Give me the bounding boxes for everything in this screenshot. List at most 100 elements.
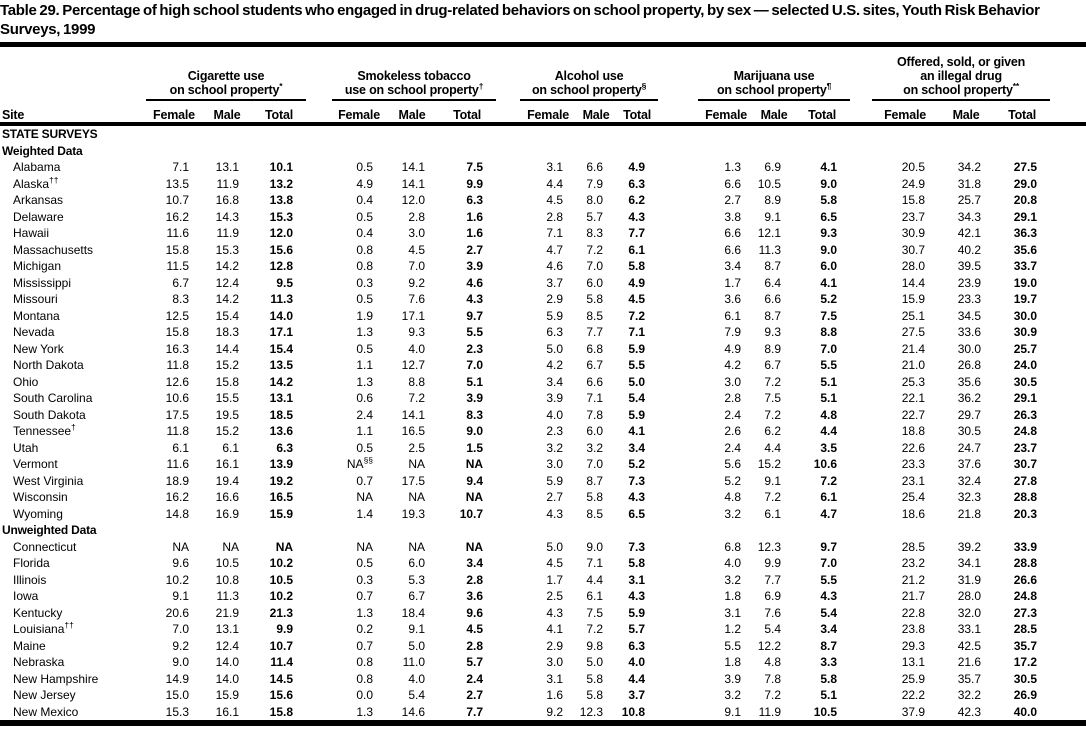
column-gap (658, 308, 698, 325)
column-gap (306, 192, 332, 209)
value-cell: 4.0 (408, 341, 426, 356)
value-cell: 24.8 (1013, 589, 1038, 603)
table-row: South Dakota 17.5 19.5 18.5 2.4 14.1 8.3 4.0 7.8… (0, 407, 1086, 424)
value-cell: 12.0 (401, 193, 426, 207)
value-cell: 24.9 (901, 176, 926, 191)
column-group-offered-sold-given-illegal-drug: Offered, sold, or given an illegal drug on… (872, 47, 1051, 101)
right-margin-spacer (1050, 473, 1086, 490)
value-cell: 8.5 (586, 506, 604, 521)
value-cell: 0.5 (356, 341, 374, 356)
column-gap (306, 159, 332, 176)
value-cell: 3.2 (724, 506, 742, 521)
value-cell: 34.2 (957, 160, 982, 174)
value-cell: 10.7 (165, 193, 189, 207)
site-name: North Dakota (13, 358, 84, 372)
value-cell: 15.8 (215, 374, 239, 389)
value-cell: 0.7 (356, 638, 374, 653)
column-gap (496, 390, 520, 407)
right-margin-spacer (1050, 654, 1086, 671)
value-cell: 6.0 (586, 424, 604, 438)
value-cell: 13.8 (269, 193, 294, 207)
value-cell: 21.8 (957, 506, 982, 521)
right-margin-spacer (1050, 390, 1086, 407)
value-cell: 14.1 (401, 176, 426, 191)
group-label-line: on school property** (903, 80, 1019, 97)
value-cell: 26.3 (1013, 407, 1038, 422)
table-row: Massachusetts 15.8 15.3 15.6 0.8 4.5 2.7 4.7 7.2… (0, 242, 1086, 259)
value-cell: 2.8 (724, 391, 742, 405)
column-gap (306, 258, 332, 275)
site-name: New Mexico (13, 704, 79, 719)
value-cell: 6.3 (628, 638, 646, 653)
value-cell: 15.6 (269, 242, 294, 257)
value-cell: 8.3 (586, 226, 604, 240)
value-cell: 7.7 (586, 325, 604, 339)
value-cell: 5.9 (546, 473, 564, 488)
value-cell: 6.6 (724, 242, 742, 257)
value-cell: 29.1 (1013, 391, 1038, 405)
value-cell: 2.4 (356, 407, 374, 422)
column-gap (496, 572, 520, 589)
value-cell: 5.5 (724, 638, 742, 653)
column-gap (850, 308, 872, 325)
site-name: Wisconsin (13, 490, 68, 504)
right-margin-spacer (1050, 100, 1086, 126)
right-margin-spacer (1050, 407, 1086, 424)
value-cell: 14.4 (901, 275, 926, 290)
value-cell: 12.2 (757, 638, 782, 653)
right-margin-spacer (1050, 357, 1086, 374)
value-cell: 33.7 (1013, 259, 1038, 273)
column-gap (306, 209, 332, 226)
value-cell: 14.0 (269, 308, 294, 323)
column-gap (496, 176, 520, 193)
value-cell: 29.3 (901, 638, 926, 653)
value-cell: 3.4 (724, 259, 742, 273)
value-cell: 27.8 (1013, 473, 1038, 488)
value-cell: 3.6 (724, 292, 742, 306)
column-gap (658, 47, 698, 100)
value-cell: 4.9 (356, 176, 374, 191)
value-cell: NA (356, 490, 374, 504)
value-cell: NA§§ (346, 456, 374, 471)
right-margin-spacer (1050, 440, 1086, 457)
value-cell: 17.1 (269, 325, 294, 339)
value-cell: 30.7 (1013, 457, 1038, 471)
value-cell: 6.6 (586, 160, 604, 174)
value-cell: 35.6 (1013, 242, 1038, 257)
value-cell: 23.9 (957, 275, 982, 290)
value-cell: 5.2 (724, 473, 742, 488)
value-cell: 21.6 (957, 655, 982, 669)
column-gap (306, 555, 332, 572)
value-cell: 16.2 (165, 490, 189, 504)
site-name: Montana (13, 308, 60, 323)
value-cell: 17.2 (1013, 655, 1038, 669)
right-margin-spacer (1050, 47, 1086, 100)
column-gap (850, 341, 872, 358)
value-cell: 7.1 (546, 226, 564, 240)
column-gap (306, 47, 332, 100)
table-row: New Mexico 15.3 16.1 15.8 1.3 14.6 7.7 9.2 12.3 1… (0, 704, 1086, 721)
footnote-marker: † (478, 80, 484, 91)
value-cell: 5.9 (628, 605, 646, 620)
value-cell: 6.6 (724, 226, 742, 240)
value-cell: NA (465, 490, 484, 504)
right-margin-spacer (1050, 506, 1086, 523)
column-gap (850, 390, 872, 407)
value-cell: 5.8 (628, 556, 646, 570)
value-cell: 39.5 (957, 259, 982, 273)
value-cell: 10.5 (215, 556, 239, 570)
column-gap (306, 654, 332, 671)
column-gap (306, 605, 332, 622)
value-cell: 3.1 (546, 160, 564, 174)
value-cell: 1.2 (724, 622, 742, 636)
table-bottom-rule (0, 720, 1086, 726)
group-label-line: an illegal drug (920, 69, 1002, 83)
value-cell: 3.4 (466, 556, 484, 570)
site-name: Maine (13, 638, 46, 653)
value-cell: NA (222, 539, 239, 554)
value-cell: 3.2 (724, 572, 742, 587)
value-cell: 12.8 (269, 259, 294, 273)
value-cell: 0.4 (356, 226, 374, 240)
column-gap (850, 605, 872, 622)
column-gap (658, 621, 698, 638)
